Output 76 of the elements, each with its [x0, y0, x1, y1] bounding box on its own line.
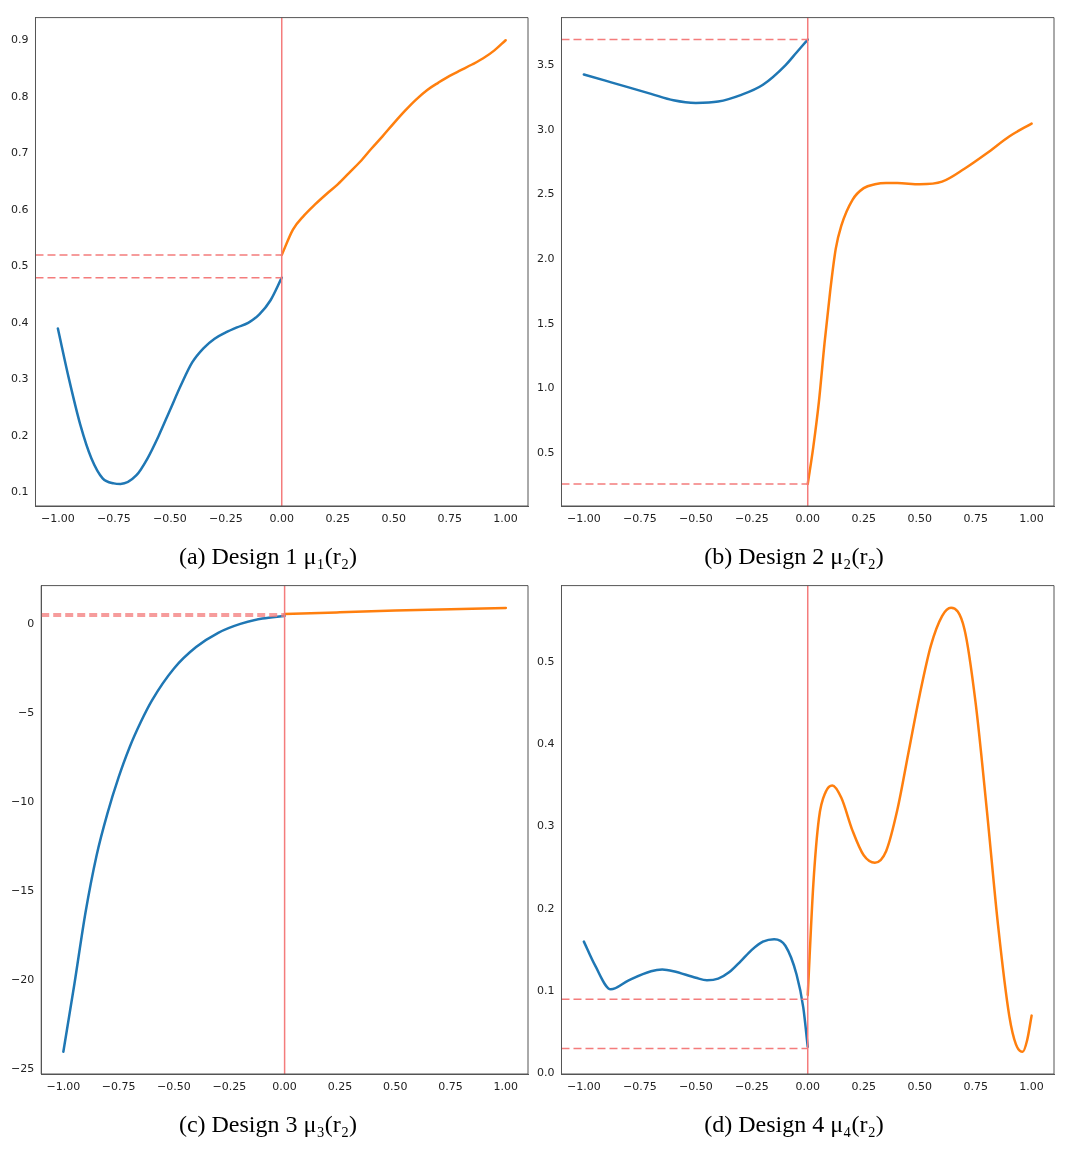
- x-tick-label: 0.25: [851, 512, 876, 526]
- x-tick-label: −1.00: [567, 1080, 601, 1094]
- x-tick-label: 0.50: [907, 512, 932, 526]
- y-tick-label: 0.2: [536, 901, 555, 915]
- y-tick-label: 3.5: [536, 58, 555, 72]
- line-series: [56, 276, 283, 486]
- x-tick-label: −0.25: [208, 512, 243, 526]
- x-tick-label: 0.00: [795, 512, 820, 526]
- y-tick-label: 0: [27, 616, 35, 630]
- line-series: [280, 38, 507, 257]
- x-tick-label: −1.00: [46, 1080, 81, 1094]
- y-tick-label: −20: [11, 973, 35, 987]
- y-tick-label: 0.0: [536, 1066, 555, 1080]
- y-tick-label: 0.6: [10, 202, 29, 216]
- x-tick-label: 0.00: [269, 512, 294, 526]
- x-tick-label: 1.00: [1019, 512, 1044, 526]
- x-tick-label: 0.25: [327, 1080, 353, 1094]
- y-tick-label: −5: [18, 705, 35, 719]
- line-series: [62, 614, 286, 1053]
- y-tick-label: 0.5: [536, 445, 555, 459]
- line-series: [582, 937, 809, 1049]
- x-tick-label: −0.25: [734, 512, 769, 526]
- line-series: [806, 122, 1033, 486]
- y-tick-label: 1.0: [536, 381, 555, 395]
- x-tick-label: −0.25: [734, 1080, 769, 1094]
- x-tick-label: 0.75: [963, 1080, 988, 1094]
- line-series: [283, 606, 508, 616]
- x-tick-label: −0.25: [212, 1080, 247, 1094]
- x-tick-label: 0.75: [963, 512, 988, 526]
- y-tick-label: 0.2: [10, 428, 29, 442]
- y-tick-label: 1.5: [536, 316, 555, 330]
- x-tick-label: 0.50: [382, 1080, 408, 1094]
- x-tick-label: 0.50: [381, 512, 406, 526]
- text: (c) Design 3 μ₃(r₂): [178, 1110, 358, 1137]
- text: (b) Design 2 μ₂(r₂): [704, 542, 884, 569]
- x-tick-label: 0.25: [851, 1080, 876, 1094]
- y-tick-label: 0.8: [10, 89, 29, 103]
- x-tick-label: 0.50: [907, 1080, 932, 1094]
- y-tick-label: 0.9: [10, 33, 29, 47]
- line-series: [582, 38, 809, 105]
- y-tick-label: 0.5: [10, 259, 29, 273]
- x-tick-label: 1.00: [493, 1080, 519, 1094]
- y-tick-label: 0.3: [10, 372, 29, 386]
- y-tick-label: 0.1: [10, 485, 29, 499]
- x-tick-label: −0.50: [157, 1080, 191, 1094]
- y-tick-label: 0.7: [10, 146, 29, 160]
- x-tick-label: 0.25: [325, 512, 350, 526]
- y-tick-label: 2.0: [536, 252, 555, 266]
- x-tick-label: −1.00: [567, 512, 601, 526]
- x-tick-label: −0.75: [622, 1080, 657, 1094]
- x-tick-label: −0.50: [152, 512, 187, 526]
- x-tick-label: 1.00: [493, 512, 518, 526]
- y-tick-label: 0.5: [536, 654, 555, 668]
- x-tick-label: −0.75: [101, 1080, 136, 1094]
- text: (a) Design 1 μ₁(r₂): [178, 542, 358, 569]
- x-tick-label: 0.75: [437, 512, 462, 526]
- x-tick-label: −1.00: [41, 512, 75, 526]
- y-tick-label: 0.1: [536, 983, 555, 997]
- x-tick-label: 0.00: [272, 1080, 297, 1094]
- y-tick-label: −25: [11, 1062, 35, 1076]
- y-tick-label: 3.0: [536, 122, 555, 136]
- y-tick-label: 0.4: [536, 737, 555, 751]
- y-tick-label: 2.5: [536, 187, 555, 201]
- y-tick-label: 0.4: [10, 315, 29, 329]
- line-series: [806, 606, 1033, 1054]
- x-tick-label: −0.75: [622, 512, 657, 526]
- text: (d) Design 4 μ₄(r₂): [704, 1110, 884, 1137]
- x-tick-label: −0.50: [678, 1080, 713, 1094]
- x-tick-label: −0.75: [96, 512, 131, 526]
- x-tick-label: 0.75: [438, 1080, 463, 1094]
- y-tick-label: −15: [11, 884, 35, 898]
- x-tick-label: −0.50: [678, 512, 713, 526]
- y-tick-label: 0.3: [536, 819, 555, 833]
- x-tick-label: 0.00: [795, 1080, 820, 1094]
- x-tick-label: 1.00: [1019, 1080, 1044, 1094]
- y-tick-label: −10: [11, 795, 35, 809]
